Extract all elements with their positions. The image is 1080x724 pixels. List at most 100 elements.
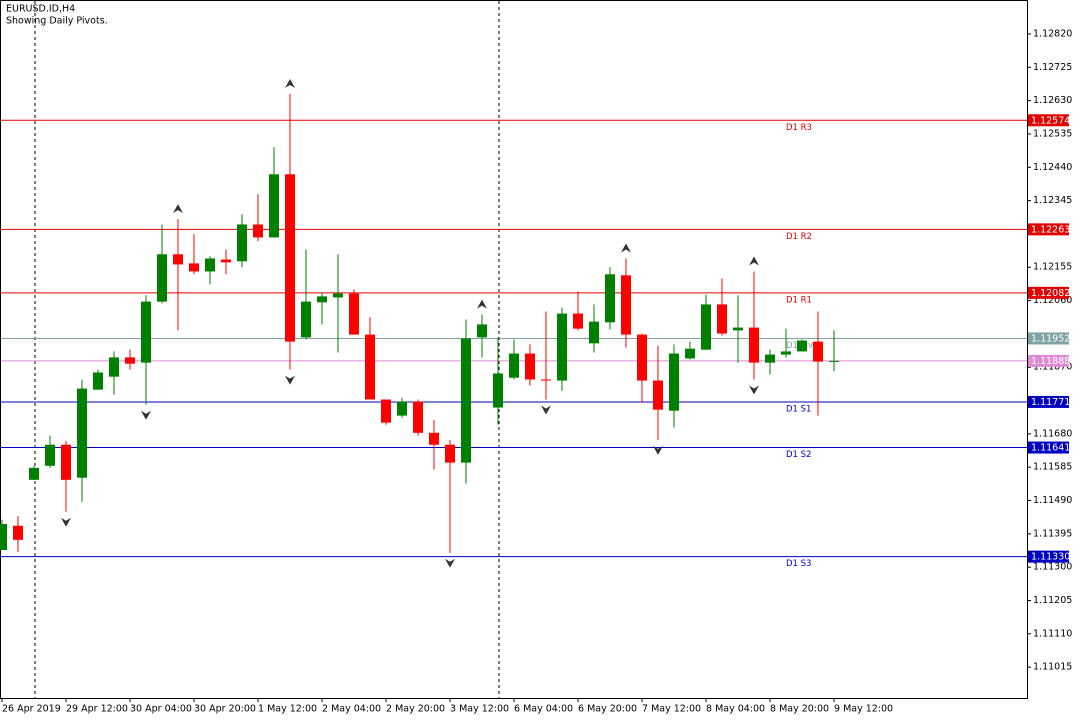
candle-body [461,338,471,463]
price-label: 1.12082 [1031,288,1070,299]
y-tick-label: 1.11015 [1033,662,1072,673]
candle-body [637,334,647,381]
y-tick-label: 1.12345 [1033,195,1072,206]
candle-body [621,275,631,335]
price-label-bg [1028,223,1069,236]
candle-body [669,353,679,411]
candle-body [157,254,167,302]
candle-body [0,524,7,550]
candle-body [93,372,103,390]
fractal-up [621,243,631,253]
y-tick-label: 1.11300 [1033,562,1072,573]
fractal-up [749,256,759,266]
candle-body [477,324,487,338]
candle-body [285,174,295,342]
candle-body [525,353,535,380]
candle-body [781,351,791,355]
candle-body [381,399,391,423]
fractal-down [749,385,759,395]
candle-body [269,174,279,238]
fractal-up [477,299,487,309]
x-tick-label: 29 Apr 12:00 [66,704,128,715]
y-tick-label: 1.12630 [1033,95,1072,106]
price-label-bg [1028,286,1069,299]
y-tick-label: 1.11395 [1033,528,1072,539]
candle-body [109,357,119,377]
candle-body [733,327,743,331]
candle-body [413,401,423,433]
x-tick-label: 8 May 20:00 [770,704,829,715]
candle-body [509,353,519,378]
fractal-down [653,445,663,455]
candle-body [557,313,567,381]
candle-body [61,444,71,480]
candle-body [445,444,455,463]
y-tick-label: 1.11680 [1033,428,1072,439]
pivot-name: D1 R1 [786,295,812,305]
x-tick-label: 3 May 12:00 [450,704,509,715]
candle-body [29,467,39,480]
chart-subtitle: Showing Daily Pivots. [6,16,108,27]
candle-body [685,348,695,359]
candle-body [701,304,711,350]
price-label-bg [1028,332,1069,345]
candle-body [333,293,343,298]
candle-body [237,224,247,262]
y-tick-label: 1.12155 [1033,262,1072,273]
y-tick-label: 1.11585 [1033,462,1072,473]
y-tick-label: 1.11205 [1033,595,1072,606]
y-tick-label: 1.11870 [1033,362,1072,373]
candle-body [653,380,663,410]
candle-body [573,313,583,329]
pivot-name: D1 S3 [786,559,811,569]
candle-body [301,301,311,338]
y-tick-label: 1.11110 [1033,628,1072,639]
candle-body [589,321,599,344]
price-label-bg [1028,550,1069,563]
price-label: 1.12574 [1031,115,1070,126]
price-label: 1.11330 [1031,552,1070,563]
fractal-down [285,375,295,385]
fractal-down [141,410,151,420]
x-tick-label: 30 Apr 20:00 [194,704,256,715]
candle-body [205,258,215,272]
candle-body [429,432,439,445]
candle-body [765,354,775,363]
fractal-up [285,78,295,88]
chart-title: EURUSD.ID,H4 [6,4,75,15]
candle-body [813,341,823,362]
x-tick-label: 6 May 04:00 [514,704,573,715]
x-tick-label: 30 Apr 04:00 [130,704,192,715]
candle-body [397,401,407,416]
x-tick-label: 9 May 12:00 [834,704,893,715]
price-label-bg [1028,395,1069,408]
candle-body [125,357,135,364]
candle-body [749,327,759,363]
x-tick-label: 7 May 12:00 [642,704,701,715]
candle-body [13,525,23,540]
x-tick-label: 8 May 04:00 [706,704,765,715]
price-label-bg [1028,114,1069,127]
x-tick-label: 2 May 20:00 [386,704,445,715]
candle-body [349,293,359,335]
candle-body [77,388,87,478]
pivot-name: D1 S2 [786,450,811,460]
y-tick-label: 1.12535 [1033,128,1072,139]
pivot-name: D1 S1 [786,404,811,414]
fractal-down [541,405,551,415]
price-label-bg [1028,441,1069,454]
y-tick-label: 1.11490 [1033,495,1072,506]
candle-body [493,373,503,408]
price-label-bg [1028,354,1069,367]
candle-body [45,444,55,466]
candle-body [189,263,199,272]
y-tick-label: 1.12725 [1033,62,1072,73]
x-tick-label: 26 Apr 2019 [2,704,61,715]
y-tick-label: 1.12060 [1033,295,1072,306]
x-tick-label: 6 May 20:00 [578,704,637,715]
pivot-name: D1 R3 [786,123,812,133]
price-label: 1.11641 [1031,443,1070,454]
candle-body [317,296,327,303]
candle-body [365,334,375,400]
